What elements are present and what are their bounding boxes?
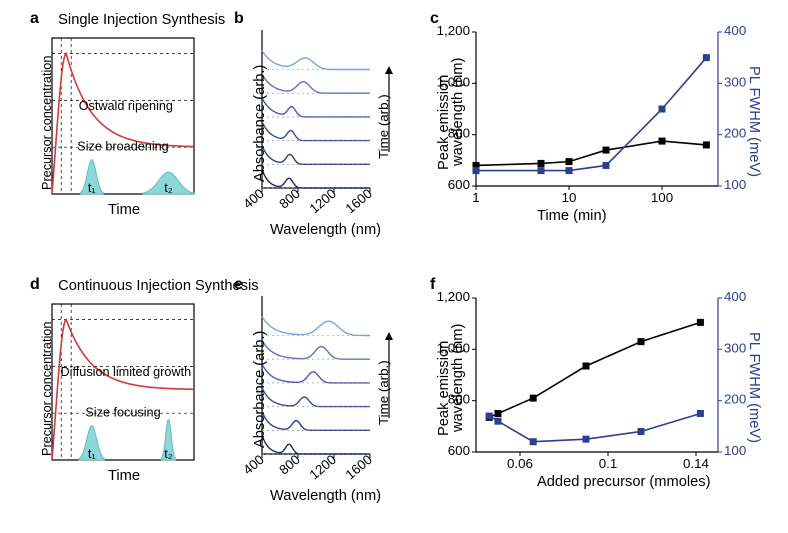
ylabel: Absorbance (arb.) <box>252 65 268 182</box>
svg-text:1,200: 1,200 <box>437 23 470 38</box>
svg-text:Size broadening: Size broadening <box>77 139 168 153</box>
svg-text:100: 100 <box>651 190 673 205</box>
svg-text:300: 300 <box>724 74 746 89</box>
svg-text:400: 400 <box>240 452 267 478</box>
panel_d: Continuous Injection Synthesist₁t₂Diffus… <box>46 292 198 472</box>
svg-text:0.1: 0.1 <box>599 456 618 471</box>
xlabel: Added precursor (mmoles) <box>537 474 711 490</box>
svg-text:t₁: t₁ <box>88 181 96 195</box>
svg-text:400: 400 <box>724 23 746 38</box>
abs-svg: 40080012001600 <box>258 292 374 472</box>
ylabel: Precursor concentration <box>40 56 54 190</box>
svg-text:t₂: t₂ <box>164 447 173 461</box>
svg-text:600: 600 <box>448 177 470 192</box>
time-label: Time (arb.) <box>376 95 391 160</box>
svg-text:t₁: t₁ <box>88 447 96 461</box>
time-label: Time (arb.) <box>376 361 391 426</box>
panel_f: 6008001,0001,2001002003004000.060.10.14P… <box>468 292 726 472</box>
svg-text:Ostwald ripening: Ostwald ripening <box>79 99 173 113</box>
svg-text:100: 100 <box>724 443 746 458</box>
xlabel: Time (min) <box>537 208 606 224</box>
xlabel: Wavelength (nm) <box>270 488 381 504</box>
svg-text:800: 800 <box>276 186 303 212</box>
svg-text:400: 400 <box>724 289 746 304</box>
abs-svg: 40080012001600 <box>258 26 374 206</box>
ylabel: Precursor concentration <box>40 322 54 456</box>
y2label: PL FWHM (meV) <box>746 66 762 177</box>
svg-text:t₂: t₂ <box>164 181 173 195</box>
schematic-svg: t₁ t₂ Ostwald ripening Size broadening <box>46 34 198 200</box>
panel-title: Continuous Injection Synthesis <box>58 278 258 294</box>
svg-text:100: 100 <box>724 177 746 192</box>
ylabel-2: wavelength (nm) <box>450 58 466 166</box>
svg-text:200: 200 <box>724 126 746 141</box>
panel_a: Single Injection Synthesist₁t₂Ostwald ri… <box>46 26 198 206</box>
svg-text:1: 1 <box>472 190 479 205</box>
panel-label: f <box>430 276 435 294</box>
svg-text:300: 300 <box>724 340 746 355</box>
svg-text:0.14: 0.14 <box>683 456 710 471</box>
panel-label: a <box>30 10 39 28</box>
panel-label: b <box>234 10 244 28</box>
panel-title: Single Injection Synthesis <box>58 12 225 28</box>
time-arrow: Time (arb.) <box>380 48 424 174</box>
svg-text:Size focusing: Size focusing <box>85 405 160 419</box>
svg-text:1,200: 1,200 <box>437 289 470 304</box>
schematic-svg: t₁ t₂ Diffusion limited growth Size focusin… <box>46 300 198 466</box>
dual-svg: 6008001,0001,2001002003004000.060.10.14 <box>468 292 726 472</box>
svg-text:400: 400 <box>240 186 267 212</box>
xlabel: Time <box>108 468 140 484</box>
panel-label: d <box>30 276 40 294</box>
svg-text:800: 800 <box>276 452 303 478</box>
svg-text:0.06: 0.06 <box>507 456 533 471</box>
xlabel: Time <box>108 202 140 218</box>
panel_c: 6008001,0001,200100200300400110100Peak e… <box>468 26 726 206</box>
ylabel-2: wavelength (nm) <box>450 324 466 432</box>
panel_e: 40080012001600Absorbance (arb.)Wavelengt… <box>258 292 374 472</box>
svg-text:200: 200 <box>724 392 746 407</box>
svg-text:600: 600 <box>448 443 470 458</box>
panel_b: 40080012001600Absorbance (arb.)Wavelengt… <box>258 26 374 206</box>
svg-text:10: 10 <box>562 190 577 205</box>
time-arrow: Time (arb.) <box>380 314 424 440</box>
ylabel: Absorbance (arb.) <box>252 331 268 448</box>
svg-text:Diffusion limited growth: Diffusion limited growth <box>61 365 192 379</box>
dual-svg: 6008001,0001,200100200300400110100 <box>468 26 726 206</box>
y2label: PL FWHM (meV) <box>746 332 762 443</box>
xlabel: Wavelength (nm) <box>270 222 381 238</box>
